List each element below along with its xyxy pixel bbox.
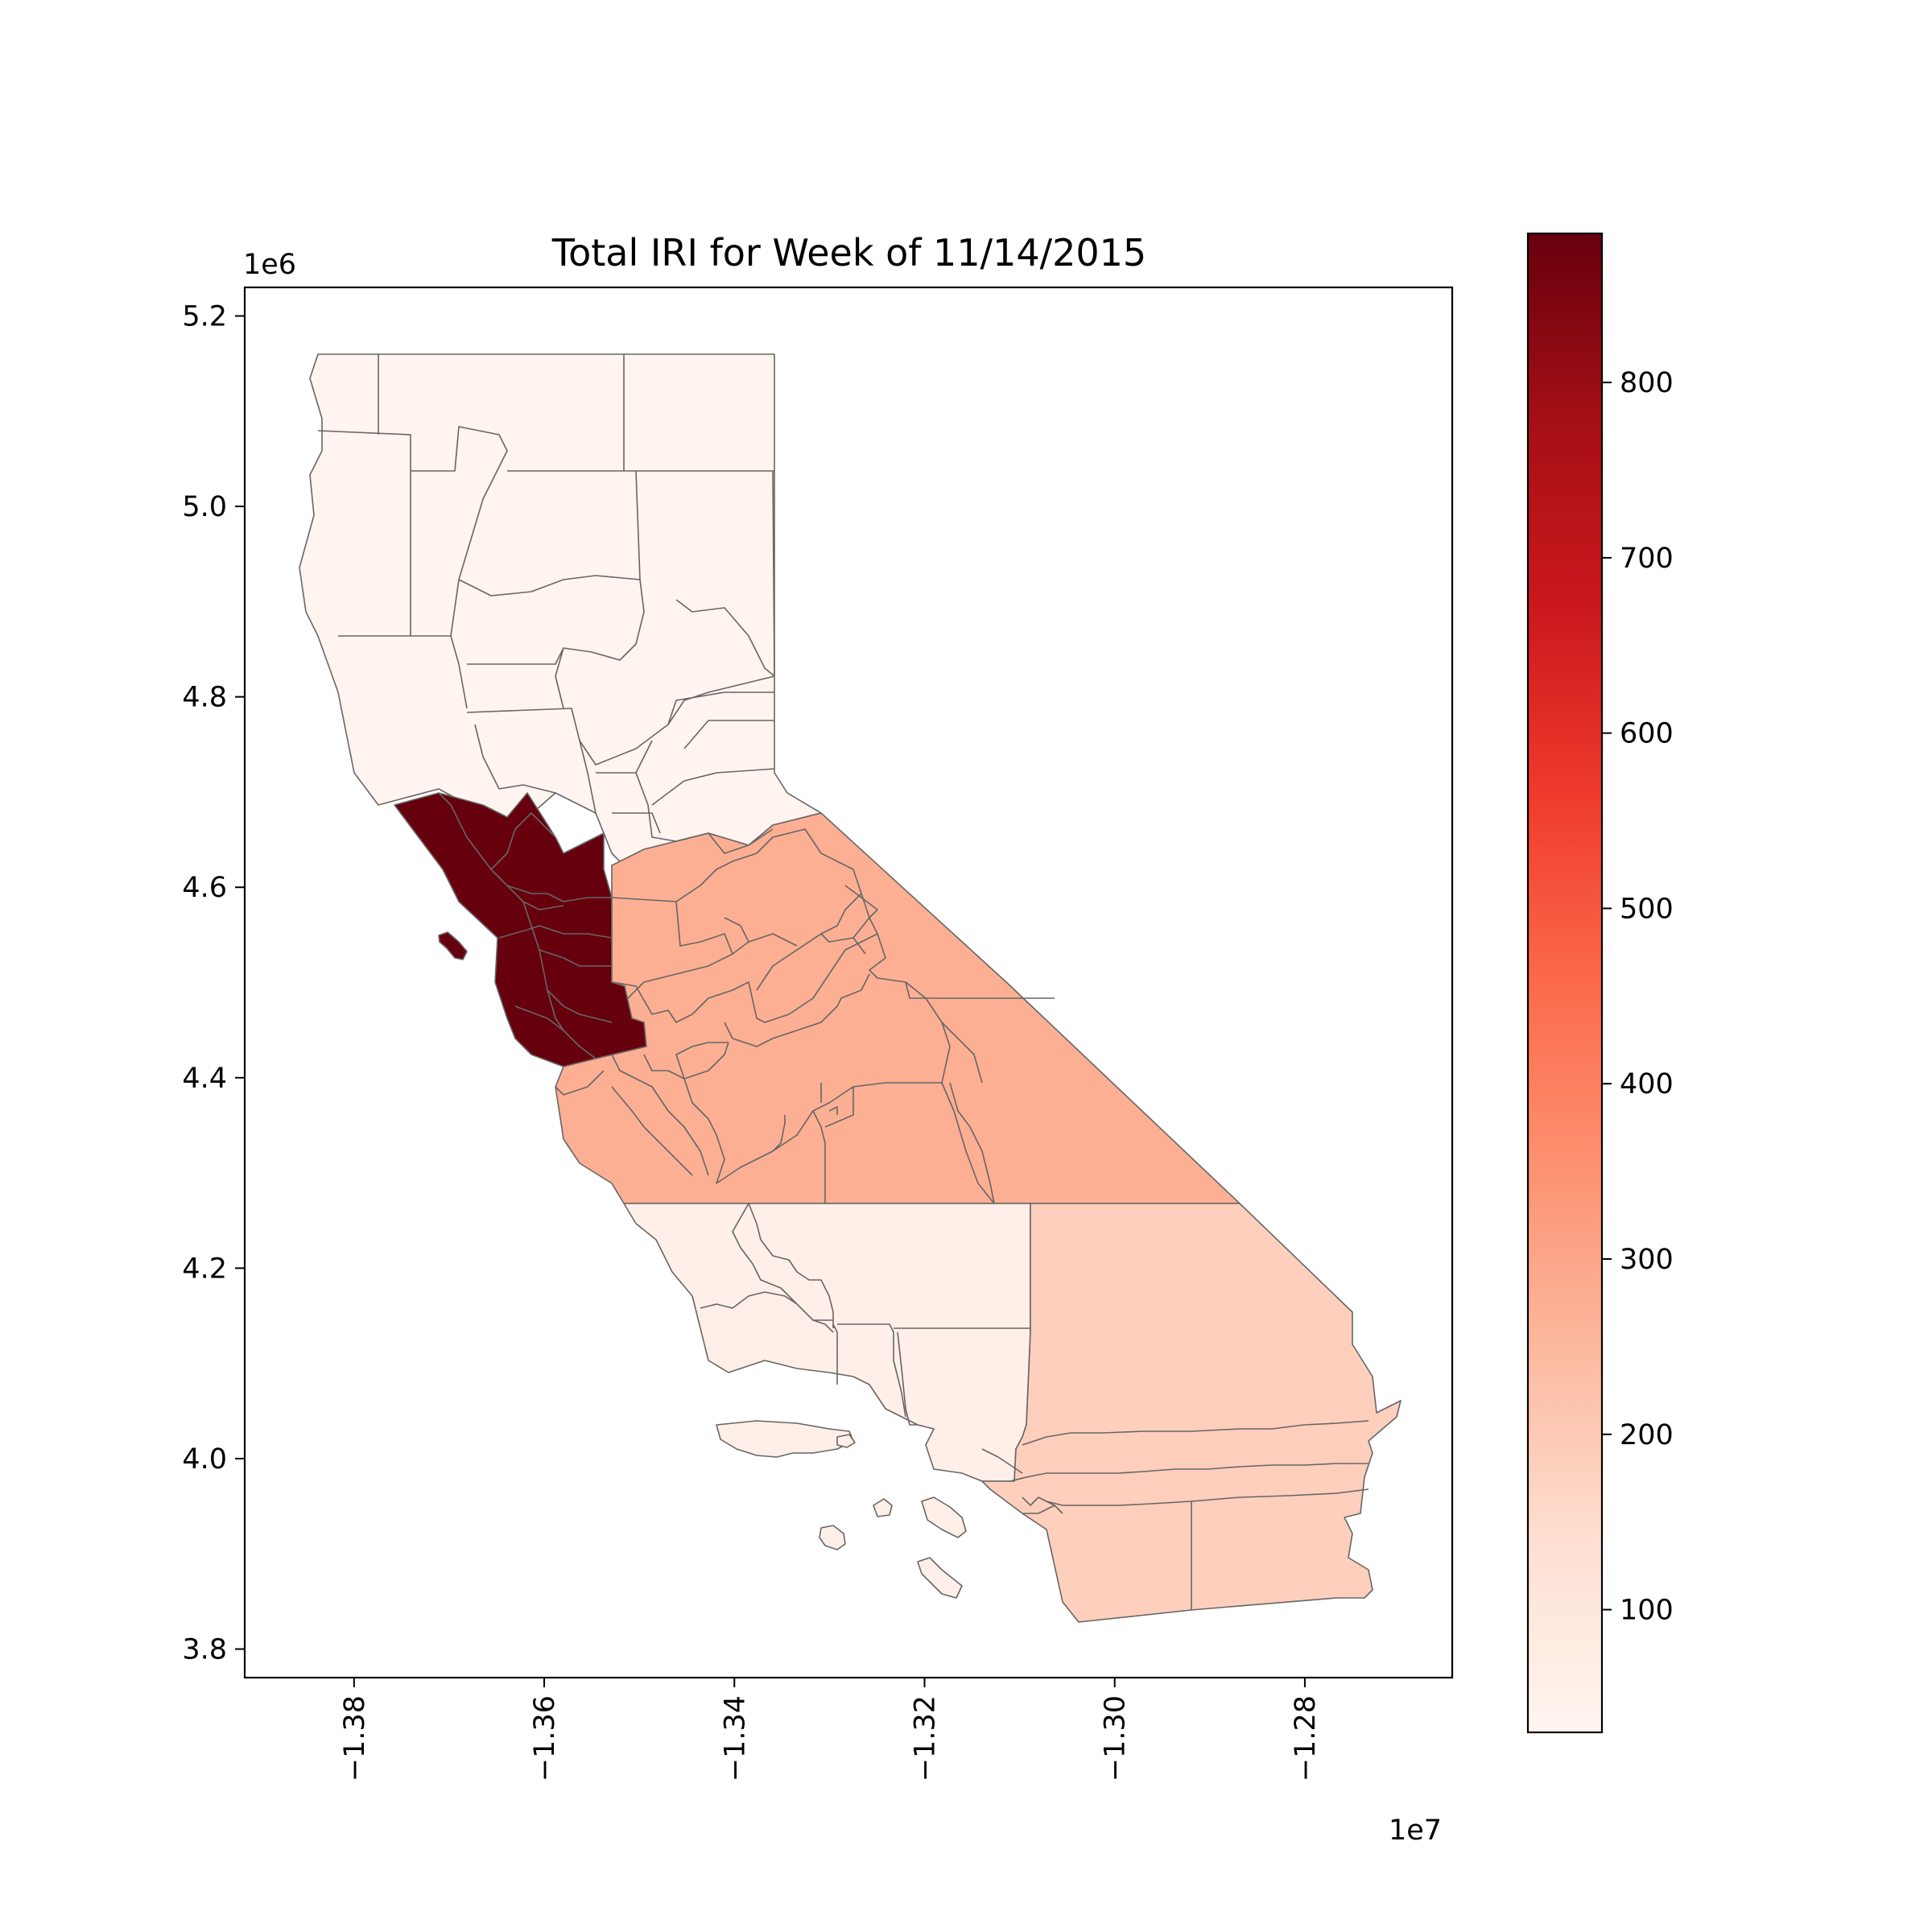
- y-tick-label: 3.8: [182, 1634, 227, 1666]
- x-tick-label: −1.30: [1100, 1695, 1132, 1781]
- colorbar-tick-label: 600: [1620, 718, 1674, 750]
- chart-title: Total IRI for Week of 11/14/2015: [551, 231, 1146, 275]
- x-tick-label: −1.36: [529, 1695, 561, 1781]
- colorbar-tick-label: 300: [1620, 1244, 1674, 1276]
- y-tick-label: 4.4: [182, 1063, 227, 1095]
- region-channel-island: [716, 1420, 854, 1458]
- region-central: [555, 812, 1241, 1204]
- region-southeast: [981, 1203, 1402, 1623]
- colorbar-tick-label: 200: [1620, 1419, 1674, 1451]
- x-tick-label: −1.34: [719, 1695, 751, 1781]
- y-tick-label: 4.6: [182, 872, 227, 904]
- x-axis-offset-text: 1e7: [1389, 1814, 1442, 1847]
- colorbar-gradient: [1526, 232, 1604, 1734]
- region-channel-island: [819, 1525, 846, 1550]
- colorbar-tick-label: 100: [1620, 1595, 1674, 1627]
- colorbar-tick-label: 800: [1620, 367, 1674, 399]
- region-channel-island: [873, 1498, 893, 1517]
- x-tick-label: −1.32: [909, 1695, 941, 1781]
- y-tick-label: 5.2: [182, 300, 227, 332]
- region-bay-area-island: [438, 931, 468, 960]
- colorbar-tick-label: 700: [1620, 543, 1674, 575]
- colorbar: 100 200 300 400 500 600 700 800: [1526, 232, 1674, 1734]
- region-channel-island: [836, 1434, 856, 1448]
- x-axis: −1.38 −1.36 −1.34 −1.32 −1.30 −1.28: [339, 1678, 1322, 1781]
- colorbar-tick-label: 400: [1620, 1068, 1674, 1100]
- colorbar-tick-label: 500: [1620, 893, 1674, 925]
- region-channel-island: [921, 1496, 967, 1538]
- y-tick-label: 4.2: [182, 1253, 227, 1285]
- california-map: [299, 353, 1402, 1623]
- county-boundaries: [317, 354, 1369, 1610]
- x-tick-label: −1.38: [339, 1695, 371, 1781]
- y-tick-label: 4.0: [182, 1443, 227, 1476]
- y-tick-label: 4.8: [182, 682, 227, 714]
- y-tick-label: 5.0: [182, 491, 227, 523]
- x-tick-label: −1.28: [1290, 1695, 1322, 1781]
- colorbar-ticks: 100 200 300 400 500 600 700 800: [1602, 367, 1674, 1627]
- y-axis: 3.8 4.0 4.2 4.4 4.6 4.8 5.0 5.2: [182, 300, 245, 1666]
- y-axis-offset-text: 1e6: [243, 249, 296, 281]
- region-channel-island: [917, 1557, 963, 1599]
- plot-frame: [243, 286, 1454, 1679]
